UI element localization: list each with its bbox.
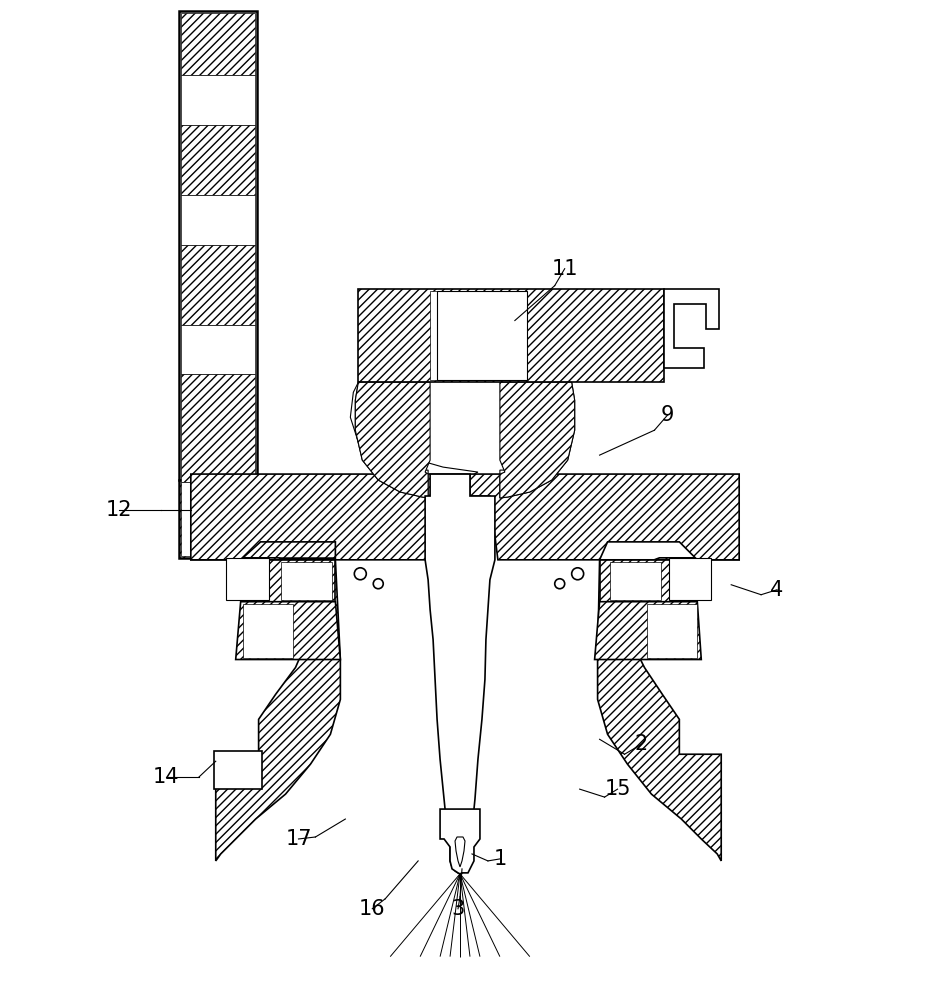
Polygon shape (236, 602, 341, 660)
Polygon shape (191, 474, 468, 560)
Circle shape (355, 568, 367, 580)
Text: 14: 14 (153, 767, 179, 787)
Polygon shape (600, 560, 697, 602)
Bar (609, 562, 661, 600)
Text: 16: 16 (359, 899, 385, 919)
Bar (647, 604, 697, 658)
Text: 11: 11 (552, 259, 578, 279)
Text: 3: 3 (451, 899, 465, 919)
Polygon shape (669, 558, 711, 600)
Bar (181, 245, 255, 325)
Polygon shape (358, 289, 664, 382)
Text: 1: 1 (494, 849, 507, 869)
Text: 15: 15 (605, 779, 631, 799)
Bar (437, 291, 527, 380)
Polygon shape (664, 289, 720, 368)
Bar (179, 11, 257, 480)
Polygon shape (241, 560, 335, 602)
Bar (181, 13, 255, 75)
Bar (243, 604, 293, 658)
Bar (181, 325, 255, 374)
Text: 9: 9 (660, 405, 674, 425)
Bar (214, 751, 262, 789)
Polygon shape (191, 558, 341, 861)
Polygon shape (226, 558, 269, 600)
Text: 2: 2 (635, 734, 648, 754)
Polygon shape (470, 474, 739, 560)
Polygon shape (430, 291, 519, 380)
Polygon shape (179, 480, 378, 558)
Polygon shape (455, 837, 465, 867)
Circle shape (373, 579, 383, 589)
Bar (181, 374, 255, 482)
Bar (181, 195, 255, 245)
Bar (181, 125, 255, 195)
Bar (281, 562, 332, 600)
Polygon shape (500, 382, 575, 498)
Polygon shape (350, 382, 478, 512)
Polygon shape (594, 602, 701, 660)
Polygon shape (500, 382, 575, 498)
Polygon shape (440, 809, 480, 874)
Bar (181, 482, 236, 556)
Polygon shape (356, 382, 430, 498)
Circle shape (571, 568, 583, 580)
Polygon shape (597, 558, 739, 861)
Polygon shape (356, 382, 428, 498)
Text: 17: 17 (285, 829, 312, 849)
Text: 12: 12 (106, 500, 132, 520)
Text: 4: 4 (770, 580, 783, 600)
Polygon shape (425, 474, 494, 874)
Circle shape (555, 579, 565, 589)
Bar (181, 75, 255, 125)
